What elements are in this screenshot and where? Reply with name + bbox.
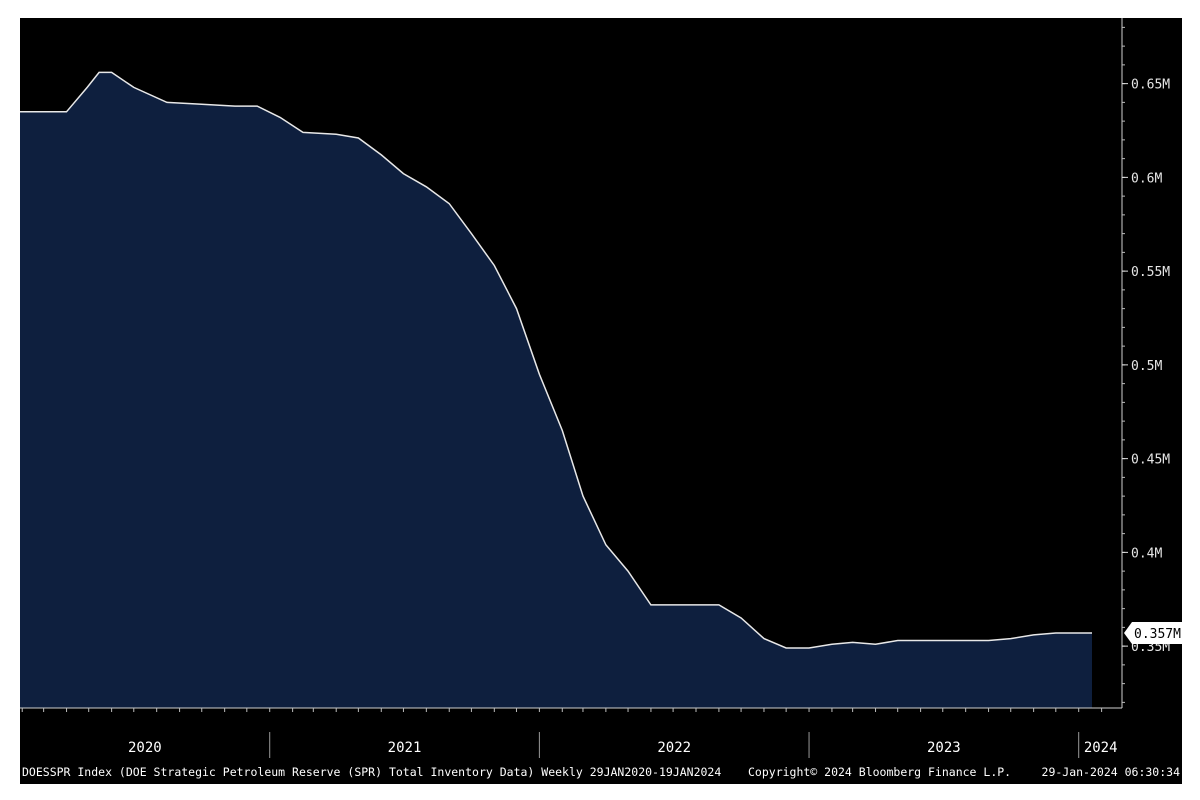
x-tick-label: 2020: [128, 740, 162, 756]
last-value-label-group: 0.357M: [1124, 622, 1182, 644]
footer-left-text: DOESSPR Index (DOE Strategic Petroleum R…: [22, 765, 721, 779]
chart-frame: 0.35M 0.4M 0.45M 0.5M 0.55M 0.6M 0.65M 2020 202…: [20, 18, 1182, 784]
last-value-label: 0.357M: [1134, 627, 1181, 642]
y-tick-label: 0.4M: [1131, 546, 1162, 561]
series-area-fill: [20, 72, 1092, 708]
last-value-tag: [1124, 622, 1182, 644]
x-axis: 2020 2021 2022 2023 2024: [20, 707, 1122, 758]
x-tick-label: 2024: [1084, 740, 1118, 756]
y-tick-label: 0.45M: [1131, 453, 1170, 468]
y-tick-label: 0.55M: [1131, 265, 1170, 280]
x-tick-label: 2022: [657, 740, 691, 756]
y-tick-label: 0.65M: [1131, 78, 1170, 93]
y-tick-label: 0.5M: [1131, 359, 1162, 374]
x-tick-label: 2023: [927, 740, 961, 756]
series-area-group: [20, 71, 1092, 708]
footer-timestamp-text: 29-Jan-2024 06:30:34: [1042, 765, 1181, 779]
y-tick-label: 0.6M: [1131, 171, 1162, 186]
x-tick-label: 2021: [388, 740, 422, 756]
series-line: [20, 71, 1092, 649]
footer-copyright-text: Copyright© 2024 Bloomberg Finance L.P.: [748, 765, 1011, 779]
footer: DOESSPR Index (DOE Strategic Petroleum R…: [22, 765, 1180, 779]
